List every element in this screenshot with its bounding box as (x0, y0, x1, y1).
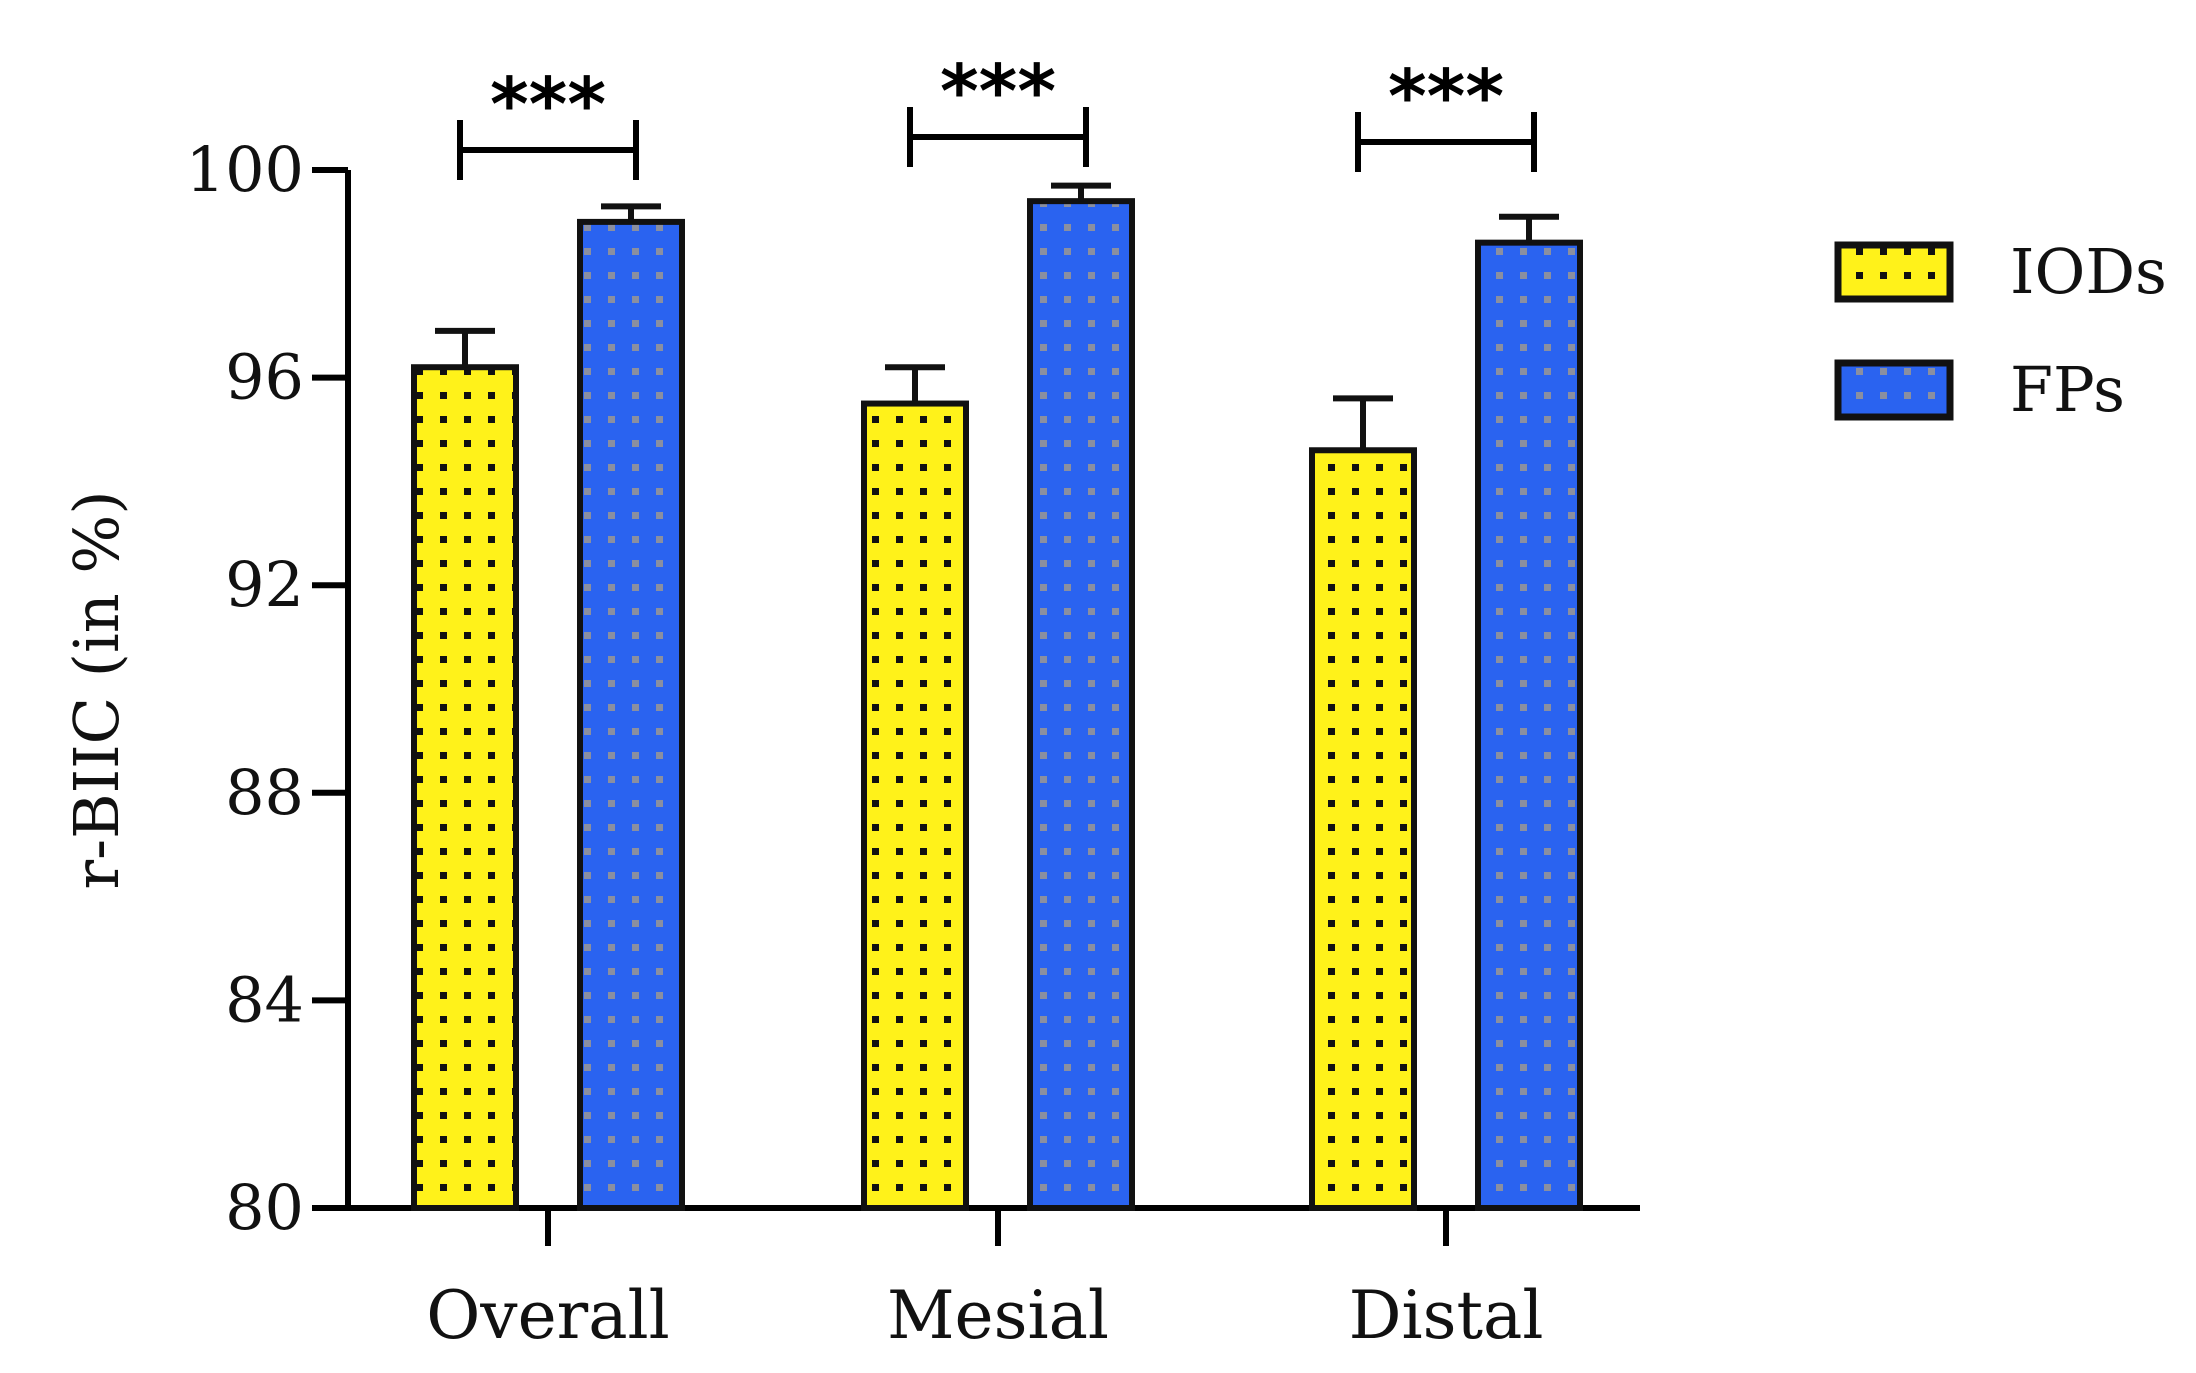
bar (411, 364, 519, 1212)
x-tick-label: Mesial (887, 1277, 1109, 1354)
significance-label: *** (490, 62, 606, 148)
significance-label: *** (940, 49, 1056, 135)
bar (1309, 447, 1417, 1211)
significance-brackets: *** *** *** (457, 49, 1537, 180)
y-tick-label: 100 (186, 133, 304, 206)
legend-label: IODs (2010, 235, 2167, 308)
y-axis-title: r-BIIC (in %) (60, 490, 133, 889)
y-tick-label: 88 (225, 756, 304, 829)
legend-swatch (1834, 241, 1954, 303)
bar (1475, 239, 1583, 1212)
axes: 80 84 88 92 96 100 Overall Mesial Distal (186, 133, 1640, 1354)
bar (577, 218, 685, 1211)
legend-label: FPs (2010, 353, 2125, 426)
y-tick-label: 96 (225, 341, 304, 414)
legend: IODs FPs (1834, 235, 2167, 426)
y-tick-label: 80 (225, 1171, 304, 1244)
x-tick-label: Distal (1349, 1277, 1544, 1354)
x-tick-label: Overall (426, 1277, 670, 1354)
y-tick-label: 84 (225, 963, 304, 1036)
significance-label: *** (1388, 54, 1504, 140)
bar (861, 400, 969, 1211)
bar (1027, 198, 1135, 1211)
legend-swatch (1834, 359, 1954, 421)
bars (411, 182, 1583, 1212)
y-tick-label: 92 (225, 548, 304, 621)
